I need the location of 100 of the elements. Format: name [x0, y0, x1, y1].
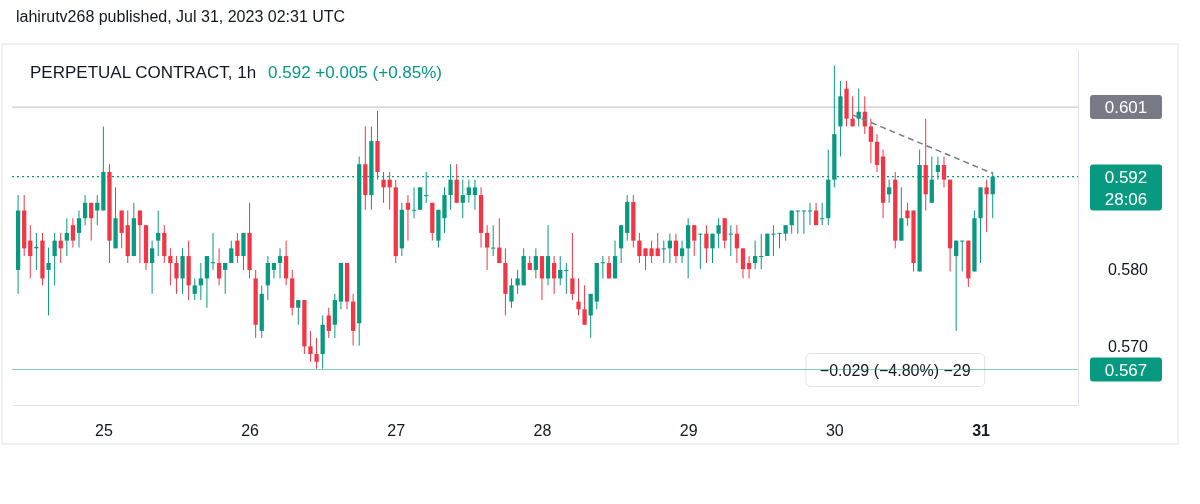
candlestick: [545, 224, 551, 286]
candlestick: [411, 186, 417, 219]
candlestick: [673, 233, 679, 264]
candlestick: [180, 247, 185, 295]
candlestick: [807, 202, 813, 226]
candlestick: [552, 255, 557, 295]
candlestick: [314, 337, 319, 370]
candlestick: [485, 224, 490, 271]
y-tick-label: 0.570: [1107, 337, 1149, 355]
candlestick: [899, 186, 904, 242]
candlestick: [296, 299, 301, 326]
candlestick: [582, 284, 587, 326]
candlestick: [887, 179, 892, 204]
candlestick: [820, 202, 825, 226]
candlestick: [722, 217, 727, 249]
candlestick: [679, 240, 685, 264]
candlestick: [89, 202, 94, 242]
x-tick-label: 31: [972, 422, 991, 440]
candlestick: [692, 224, 697, 257]
candlestick: [417, 186, 423, 211]
candlestick: [472, 179, 478, 211]
candlestick: [52, 232, 57, 286]
candlestick: [868, 118, 874, 164]
candlestick: [954, 240, 959, 332]
candlestick: [381, 171, 386, 204]
candlestick: [460, 179, 465, 219]
candlestick: [795, 210, 800, 235]
candlestick: [162, 224, 167, 264]
candlestick: [984, 179, 989, 233]
candlestick: [570, 232, 575, 301]
candlestick: [497, 217, 502, 264]
annotation: −0.029 (−4.80%) −29: [819, 361, 971, 379]
text: PERPETUAL CONTRACT, 1h: [30, 63, 257, 82]
candlestick: [801, 210, 807, 235]
candlestick: [753, 240, 758, 270]
candlestick: [76, 210, 82, 249]
ref-line-label: 0.592: [1104, 167, 1148, 187]
candlestick: [576, 277, 581, 316]
candlestick: [454, 163, 459, 204]
ref-line-label: 0.601: [1104, 98, 1148, 118]
candlestick: [728, 224, 733, 257]
candlestick: [600, 255, 605, 279]
candlestick: [960, 240, 965, 272]
text: lahirutv268 published, Jul 31, 2023 02:31 UTC: [16, 8, 346, 25]
candlestick: [704, 224, 709, 264]
x-tick-label: 25: [94, 422, 113, 440]
candlestick: [850, 95, 855, 127]
candlestick: [746, 255, 752, 279]
candlestick: [509, 277, 514, 309]
candlestick: [204, 255, 210, 309]
candlestick: [28, 224, 33, 279]
candlestick: [64, 217, 69, 257]
candlestick: [149, 240, 155, 295]
candlestick: [265, 255, 270, 301]
candlestick: [710, 233, 715, 264]
candlestick: [271, 262, 277, 279]
candlestick: [46, 247, 51, 316]
candlestick: [935, 156, 941, 181]
candlestick: [198, 262, 203, 301]
candlestick: [308, 330, 313, 363]
candlestick: [740, 247, 746, 279]
candlestick: [119, 210, 124, 249]
candlestick: [533, 247, 538, 279]
candlestick: [82, 194, 88, 226]
candlestick: [466, 179, 471, 204]
x-tick-label: 30: [825, 422, 844, 440]
candlestick: [612, 240, 618, 279]
text: 28:06: [1104, 189, 1148, 209]
candlestick: [539, 255, 545, 301]
candlestick: [698, 233, 703, 270]
candlestick: [491, 224, 496, 257]
candlestick: [588, 293, 593, 339]
candlestick: [759, 233, 764, 270]
candlestick: [771, 224, 776, 257]
candlestick: [874, 133, 880, 173]
candlestick: [515, 269, 520, 295]
candlestick: [168, 247, 173, 286]
candlestick: [70, 217, 76, 249]
candlestick: [241, 232, 246, 271]
candlestick: [156, 210, 161, 257]
y-tick-label: 0.580: [1107, 260, 1149, 278]
candlestick: [405, 194, 411, 242]
candlestick: [210, 232, 216, 271]
text: 0.592 +0.005 (+0.85%): [268, 63, 443, 82]
candlestick: [941, 156, 947, 188]
candlestick: [686, 217, 691, 279]
candlestick: [174, 255, 179, 295]
candlestick: [716, 217, 721, 249]
x-tick-label: 28: [533, 422, 552, 440]
x-tick-label: 27: [387, 422, 406, 440]
candlestick: [216, 247, 222, 286]
candlestick: [661, 240, 666, 264]
x-tick-label: 26: [241, 422, 260, 440]
ref-line-label: 0.567: [1104, 360, 1148, 380]
candlestick: [192, 277, 197, 301]
candlestick: [235, 232, 240, 264]
candlestick: [283, 240, 289, 286]
candlestick: [326, 307, 331, 339]
candlestick: [564, 262, 569, 295]
candlestick: [223, 262, 228, 295]
